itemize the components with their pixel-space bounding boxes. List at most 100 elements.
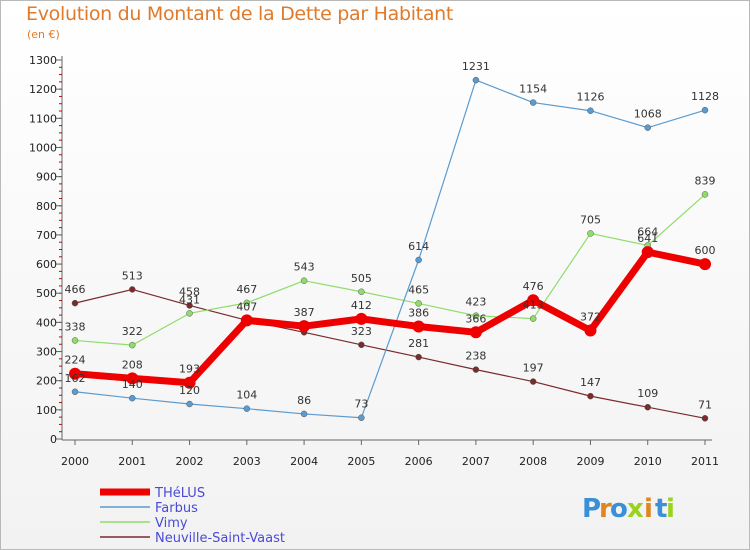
data-label-th-lus: 476 — [523, 280, 544, 293]
x-tick-label: 2005 — [347, 455, 375, 468]
axes: 0 100 200 300 400 500 600 700 800 900 1000 1100 1200… — [29, 54, 719, 468]
x-tick-label: 2009 — [576, 455, 604, 468]
data-label-th-lus: 224 — [65, 354, 86, 367]
data-label-farbus: 140 — [122, 378, 143, 391]
data-label-neuville-saint-vaast: 71 — [698, 398, 712, 411]
y-tick-label: 300 — [36, 346, 57, 359]
data-label-vimy: 322 — [122, 325, 143, 338]
data-point-vimy — [186, 310, 193, 317]
x-tick-label: 2001 — [118, 455, 146, 468]
data-point-vimy — [300, 277, 308, 284]
data-point-th-lus — [240, 314, 253, 327]
data-label-neuville-saint-vaast: 466 — [65, 283, 86, 296]
chart-subtitle: (en €) — [27, 28, 60, 41]
data-point-farbus — [243, 405, 251, 412]
data-label-th-lus: 600 — [695, 244, 716, 257]
x-tick-label: 2004 — [290, 455, 318, 468]
data-label-th-lus: 372 — [580, 311, 601, 324]
data-label-farbus: 120 — [179, 384, 200, 397]
data-label-neuville-saint-vaast: 147 — [580, 376, 601, 389]
data-point-vimy — [529, 315, 537, 322]
y-tick-label: 100 — [36, 404, 57, 417]
data-label-farbus: 86 — [297, 394, 311, 407]
data-label-neuville-saint-vaast: 109 — [637, 387, 658, 400]
data-label-vimy: 413 — [523, 299, 544, 312]
data-label-th-lus: 366 — [465, 312, 486, 325]
data-point-vimy — [587, 230, 594, 237]
data-point-vimy — [415, 300, 422, 307]
data-point-farbus — [300, 410, 308, 418]
x-tick-label: 2011 — [691, 455, 719, 468]
y-tick-label: 800 — [36, 200, 57, 213]
data-point-th-lus — [69, 367, 81, 380]
data-label-farbus: 1154 — [519, 83, 547, 96]
data-label-vimy: 664 — [637, 225, 658, 238]
data-point-th-lus — [412, 320, 425, 333]
data-point-farbus — [358, 414, 365, 421]
y-tick-label: 0 — [50, 433, 57, 446]
data-point-neuville-saint-vaast — [587, 392, 594, 400]
y-tick-label: 600 — [36, 258, 57, 271]
y-tick-label: 900 — [36, 171, 57, 184]
data-label-vimy: 505 — [351, 272, 372, 285]
data-label-vimy: 705 — [580, 213, 601, 226]
data-point-neuville-saint-vaast — [644, 403, 651, 411]
proxiti-logo: Pro x i ti — [582, 494, 675, 524]
legend-label-neuville-saint-vaast: Neuville-Saint-Vaast — [155, 531, 285, 546]
data-point-th-lus — [355, 312, 368, 325]
data-label-neuville-saint-vaast: 458 — [179, 285, 200, 298]
data-point-vimy — [701, 191, 709, 198]
x-tick-label: 2008 — [519, 455, 547, 468]
data-label-th-lus: 387 — [294, 306, 315, 319]
data-label-farbus: 73 — [354, 398, 368, 411]
data-point-farbus — [644, 124, 651, 131]
legend-label-th-lus: THéLUS — [154, 486, 205, 501]
data-point-farbus — [529, 99, 537, 106]
series-line-vimy — [74, 193, 706, 346]
y-tick-label: 1100 — [29, 112, 57, 125]
data-label-neuville-saint-vaast: 281 — [408, 337, 429, 350]
series-line-farbus — [74, 79, 706, 419]
data-label-vimy: 465 — [408, 283, 429, 296]
data-point-th-lus — [699, 258, 711, 271]
logo-letter: r — [599, 494, 612, 524]
x-tick-label: 2003 — [233, 455, 261, 468]
data-point-th-lus — [126, 372, 139, 385]
data-label-neuville-saint-vaast: 323 — [351, 325, 372, 338]
value-labels: 466 513 458 323 281 238 197 147 109 71 338 322 431 46… — [65, 60, 720, 411]
data-point-vimy — [243, 299, 251, 307]
data-label-farbus: 1068 — [634, 108, 662, 121]
data-point-th-lus — [183, 376, 196, 389]
data-point-th-lus — [641, 246, 654, 259]
x-tick-label: 2000 — [61, 455, 89, 468]
logo-letter: P — [582, 494, 601, 524]
data-label-th-lus: 407 — [236, 300, 257, 313]
y-tick-label: 500 — [36, 287, 57, 300]
data-point-th-lus — [527, 294, 540, 307]
data-label-farbus: 1126 — [576, 91, 604, 104]
data-point-neuville-saint-vaast — [186, 302, 193, 309]
data-point-neuville-saint-vaast — [71, 299, 79, 307]
legend-label-vimy: Vimy — [155, 516, 188, 531]
data-point-th-lus — [298, 320, 311, 333]
data-point-farbus — [587, 107, 594, 114]
x-tick-label: 2007 — [462, 455, 490, 468]
x-tick-label: 2006 — [405, 455, 433, 468]
data-point-vimy — [71, 337, 79, 344]
data-point-neuville-saint-vaast — [472, 366, 480, 373]
data-label-th-lus: 412 — [351, 299, 372, 312]
x-tick-label: 2002 — [176, 455, 204, 468]
y-tick-label: 1000 — [29, 141, 57, 154]
data-label-neuville-saint-vaast: 513 — [122, 269, 143, 282]
data-point-farbus — [71, 388, 79, 396]
data-point-farbus — [186, 400, 193, 408]
data-label-th-lus: 641 — [637, 232, 658, 245]
data-label-vimy: 543 — [294, 261, 315, 274]
data-label-farbus: 614 — [408, 240, 429, 253]
data-point-farbus — [415, 256, 422, 264]
data-label-th-lus: 193 — [179, 363, 200, 376]
data-label-vimy: 839 — [695, 174, 716, 187]
